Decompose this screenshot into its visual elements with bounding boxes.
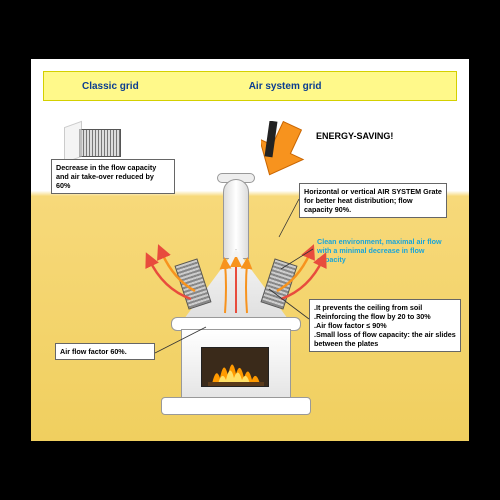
diagram-canvas: Classic grid Air system grid ENERGY-SAVI…: [30, 58, 470, 442]
leader-lines: [31, 59, 470, 442]
